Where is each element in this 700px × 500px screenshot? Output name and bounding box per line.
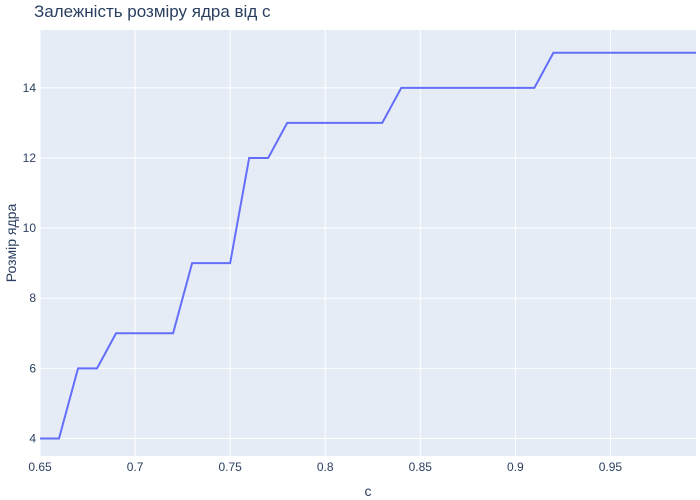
y-gridlines — [40, 87, 696, 439]
x-axis-label: c — [365, 483, 372, 499]
x-tick-label: 0.9 — [507, 460, 524, 474]
x-tick-label: 0.95 — [599, 460, 623, 474]
chart-title: Залежність розміру ядра від c — [34, 2, 271, 21]
y-tick-label: 4 — [29, 431, 36, 445]
y-tick-label: 10 — [23, 221, 37, 235]
series-line — [40, 51, 696, 440]
x-tick-label: 0.7 — [127, 460, 144, 474]
y-axis-label: Розмір ядра — [3, 204, 19, 283]
x-gridlines — [39, 30, 611, 456]
plot-area — [40, 30, 696, 456]
x-tick-label: 0.85 — [409, 460, 433, 474]
y-tick-label: 6 — [29, 361, 36, 375]
x-tick-label: 0.65 — [28, 460, 52, 474]
x-tick-labels: 0.65 0.7 0.75 0.8 0.85 0.9 0.95 — [28, 460, 622, 474]
y-tick-label: 12 — [23, 151, 37, 165]
x-tick-label: 0.75 — [218, 460, 242, 474]
y-tick-label: 14 — [23, 81, 37, 95]
y-tick-label: 8 — [29, 291, 36, 305]
x-tick-label: 0.8 — [317, 460, 334, 474]
y-tick-labels: 4 6 8 10 12 14 — [23, 81, 37, 446]
